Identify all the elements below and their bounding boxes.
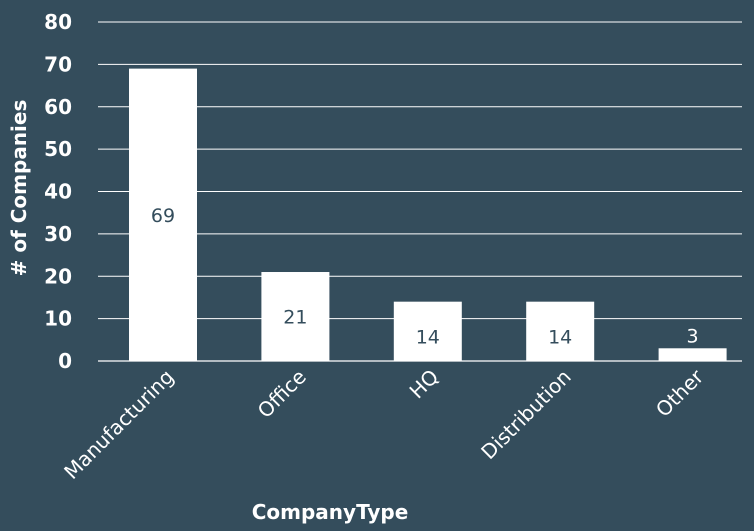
bar-value-labels: 69 21 14 14 3 [151,205,699,349]
x-tick-label: Office [253,365,311,423]
bar-distribution [526,301,595,361]
x-axis-title: CompanyType [252,500,409,524]
y-axis-ticks: 0 10 20 30 40 50 60 70 80 [44,10,72,373]
x-tick-label: HQ [405,365,444,404]
bar-office [261,272,330,361]
y-tick-label: 0 [58,349,72,373]
x-tick-label: Other [651,364,709,422]
x-tick-label: Manufacturing [59,365,178,484]
bar-value-label: 21 [283,307,307,329]
x-tick-label: Distribution [476,365,575,464]
bar-value-label: 14 [548,326,572,348]
x-axis-ticks: Manufacturing Office HQ Distribution Other [59,364,709,484]
y-tick-label: 60 [44,95,72,119]
y-tick-label: 30 [44,222,72,246]
y-tick-label: 80 [44,10,72,34]
bar-other [658,348,727,361]
bar-manufacturing [129,68,197,362]
bar-value-label: 69 [151,205,175,227]
y-tick-label: 50 [44,137,72,161]
y-tick-label: 40 [44,180,72,204]
y-tick-label: 20 [44,264,72,288]
gridlines [98,21,742,362]
bar-value-label: 3 [687,325,699,347]
y-axis-title: # of Companies [7,100,31,277]
bar-value-label: 14 [416,326,440,348]
y-tick-label: 10 [44,307,72,331]
y-tick-label: 70 [44,52,72,76]
bars [129,68,727,362]
bar-hq [393,301,462,361]
